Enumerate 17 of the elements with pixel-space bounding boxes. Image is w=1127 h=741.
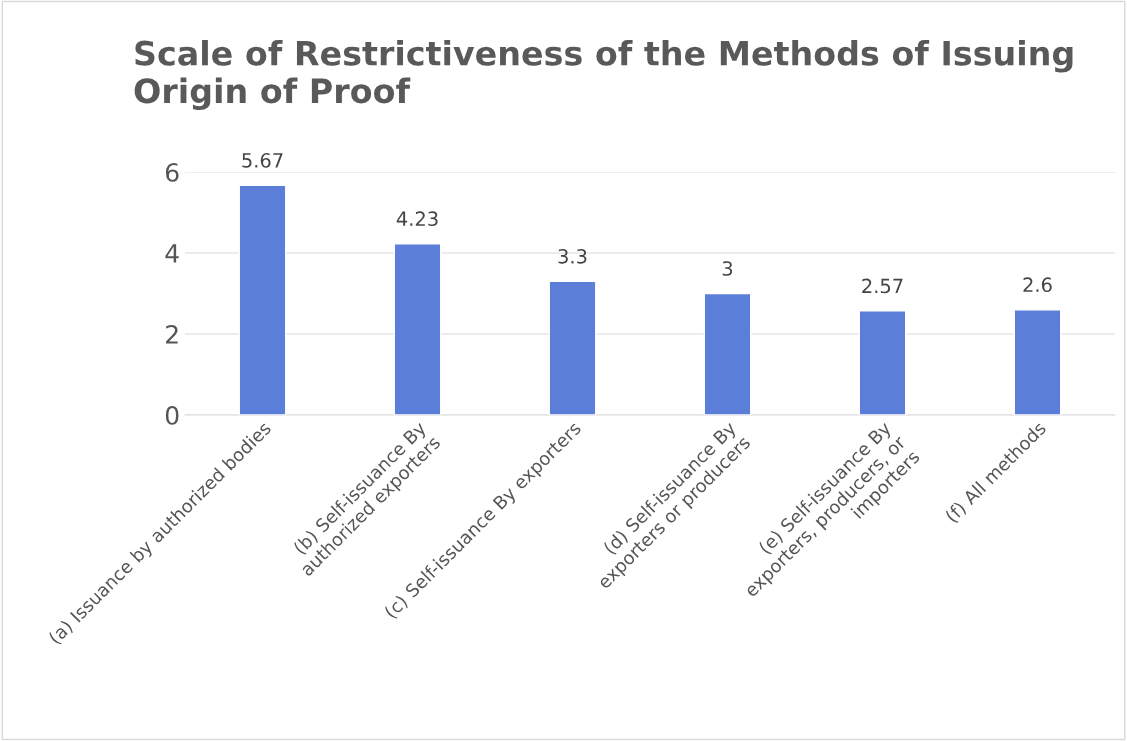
chart-title: Scale of Restrictiveness of the Methods of Issuing Origin of Proof bbox=[134, 40, 1073, 111]
y-tick-label: 4 bbox=[165, 244, 179, 263]
bar bbox=[703, 292, 752, 415]
data-label: 3 bbox=[722, 261, 733, 276]
bar bbox=[548, 280, 597, 415]
data-label: 5.67 bbox=[242, 153, 283, 168]
data-label: 2.6 bbox=[1023, 277, 1052, 293]
bar bbox=[393, 242, 442, 415]
data-label: 4.23 bbox=[396, 211, 438, 227]
data-label: 3.3 bbox=[558, 248, 587, 264]
bar bbox=[858, 310, 907, 415]
bar bbox=[238, 184, 287, 415]
data-label: 2.57 bbox=[862, 278, 903, 294]
y-tick-label: 6 bbox=[165, 162, 179, 182]
y-tick-label: 0 bbox=[165, 405, 179, 425]
bar bbox=[1013, 309, 1062, 415]
y-tick-label: 2 bbox=[166, 324, 178, 344]
